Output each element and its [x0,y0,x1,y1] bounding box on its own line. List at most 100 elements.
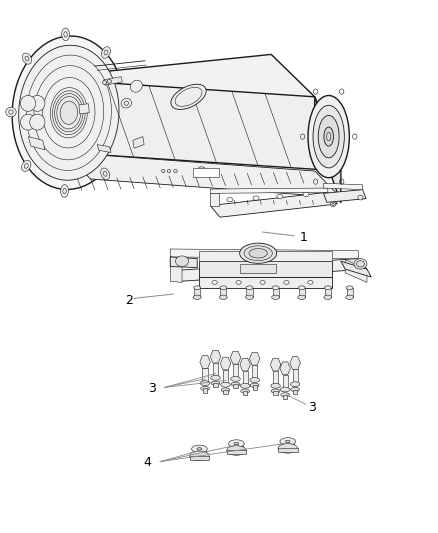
Polygon shape [39,78,341,171]
Ellipse shape [324,127,333,146]
Polygon shape [273,371,278,386]
Text: 3: 3 [148,382,156,395]
Ellipse shape [221,388,230,392]
Polygon shape [200,356,210,368]
Ellipse shape [197,448,202,450]
Polygon shape [280,362,290,375]
Polygon shape [210,192,337,217]
Ellipse shape [277,195,283,199]
Ellipse shape [211,375,220,380]
Polygon shape [97,144,111,152]
Ellipse shape [240,243,277,263]
Ellipse shape [272,295,279,300]
Ellipse shape [250,377,259,382]
Ellipse shape [354,259,367,269]
Ellipse shape [6,107,16,117]
Polygon shape [243,371,248,386]
Ellipse shape [191,445,207,453]
Ellipse shape [281,393,290,397]
Ellipse shape [198,167,205,172]
Ellipse shape [298,286,305,289]
Polygon shape [240,358,251,371]
Polygon shape [341,261,371,277]
Ellipse shape [324,295,332,300]
Ellipse shape [221,382,230,387]
Polygon shape [193,449,206,456]
Ellipse shape [284,280,289,284]
Polygon shape [199,277,332,288]
Polygon shape [170,257,182,282]
Polygon shape [210,188,328,193]
Ellipse shape [330,202,336,207]
Ellipse shape [30,114,45,130]
Polygon shape [272,288,279,297]
Text: 3: 3 [308,400,316,414]
Polygon shape [213,363,218,378]
Polygon shape [230,351,241,364]
Polygon shape [223,370,228,385]
Polygon shape [323,183,363,190]
Text: 1: 1 [300,231,307,244]
Ellipse shape [286,440,290,443]
Polygon shape [202,368,208,383]
Ellipse shape [271,389,280,393]
Polygon shape [346,288,353,297]
Ellipse shape [280,387,290,392]
Polygon shape [230,443,243,450]
Ellipse shape [303,192,309,197]
Ellipse shape [21,114,36,130]
Ellipse shape [19,45,119,180]
Polygon shape [220,288,226,297]
Polygon shape [133,136,144,148]
Polygon shape [323,190,366,203]
Polygon shape [199,251,332,261]
FancyBboxPatch shape [193,168,219,177]
Ellipse shape [219,295,227,300]
Ellipse shape [240,383,250,388]
Ellipse shape [60,101,78,124]
Ellipse shape [174,169,177,173]
Ellipse shape [227,198,233,202]
Ellipse shape [171,84,206,109]
Ellipse shape [62,28,70,41]
Polygon shape [293,369,298,384]
Polygon shape [293,390,297,394]
Ellipse shape [60,184,68,197]
Polygon shape [315,97,341,203]
Ellipse shape [231,382,240,386]
Polygon shape [282,441,294,448]
Ellipse shape [220,286,227,289]
Ellipse shape [241,389,250,393]
Polygon shape [325,288,331,297]
Ellipse shape [234,442,239,445]
Ellipse shape [280,438,296,445]
Ellipse shape [21,160,31,172]
Polygon shape [290,357,300,369]
Polygon shape [104,77,122,85]
Ellipse shape [229,440,244,447]
Polygon shape [199,261,332,277]
Polygon shape [250,352,260,365]
Ellipse shape [290,382,300,386]
Polygon shape [39,54,315,120]
Ellipse shape [30,95,45,111]
Ellipse shape [22,53,32,64]
Ellipse shape [130,80,142,92]
Ellipse shape [324,286,331,289]
Ellipse shape [12,36,126,189]
Ellipse shape [249,248,267,258]
Ellipse shape [251,383,259,387]
Polygon shape [170,257,197,268]
Ellipse shape [226,446,246,455]
Ellipse shape [102,47,110,58]
Ellipse shape [253,196,259,200]
Polygon shape [299,288,305,297]
Polygon shape [278,448,297,452]
Ellipse shape [271,383,280,388]
Polygon shape [170,249,358,259]
Ellipse shape [101,168,110,180]
Ellipse shape [291,387,300,392]
Polygon shape [194,288,200,297]
Ellipse shape [246,295,253,300]
Ellipse shape [176,256,188,266]
